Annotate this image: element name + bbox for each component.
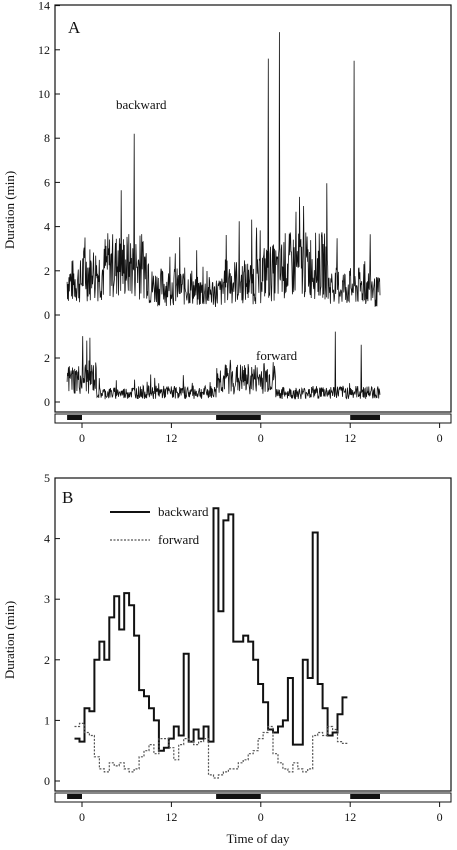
- panel-b-label: B: [62, 488, 73, 507]
- dark-phase-segment: [350, 415, 380, 420]
- xtick-label: 0: [79, 431, 85, 445]
- legend-label-forward: forward: [158, 532, 200, 547]
- xtick-label: 12: [165, 431, 177, 445]
- legend-b: backward forward: [110, 504, 209, 547]
- xtick-label: 0: [437, 810, 443, 824]
- panel-b-frame: [54, 477, 452, 792]
- y-axis-label-a: Duration (min): [2, 171, 17, 249]
- dark-phase-segment: [216, 415, 261, 420]
- a-ytick-label: 4: [44, 220, 50, 234]
- a-ytick-label: 8: [44, 131, 50, 145]
- dark-phase-segment: [67, 415, 82, 420]
- y-axis-label-b: Duration (min): [2, 601, 17, 679]
- a-ytick-label: 6: [44, 175, 50, 189]
- dark-phase-segment: [350, 794, 380, 799]
- light-dark-bar-b: [54, 792, 452, 803]
- a-backward-trace: [66, 32, 381, 308]
- series-forward-a: [66, 331, 381, 400]
- x-axis-label-b: Time of day: [226, 831, 290, 846]
- xtick-label: 0: [258, 810, 264, 824]
- b-ytick-label: 3: [44, 592, 50, 606]
- a-ytick-label: 0: [44, 308, 50, 322]
- b-ytick-label: 5: [44, 471, 50, 485]
- xtick-label: 0: [258, 431, 264, 445]
- xtick-label: 12: [344, 431, 356, 445]
- a-ytick-label: 2: [44, 351, 50, 365]
- b-ytick-label: 2: [44, 653, 50, 667]
- a-ytick-label: 10: [38, 87, 50, 101]
- dark-phase-segment: [67, 794, 82, 799]
- xtick-label: 12: [344, 810, 356, 824]
- dark-phase-segment: [216, 794, 261, 799]
- a-ytick-label: 2: [44, 264, 50, 278]
- panel-a-label: A: [68, 18, 81, 37]
- b-ytick-label: 0: [44, 774, 50, 788]
- b-ytick-label: 4: [44, 532, 50, 546]
- panel-a-frame: [54, 4, 452, 413]
- xtick-label: 12: [165, 810, 177, 824]
- xtick-label: 0: [79, 810, 85, 824]
- a-ytick-label: 12: [38, 43, 50, 57]
- xtick-label: 0: [437, 431, 443, 445]
- a-forward-trace: [66, 331, 381, 400]
- light-dark-bar-a: [54, 413, 452, 424]
- series-label-forward-a: forward: [256, 348, 298, 363]
- series-backward-a: [66, 32, 381, 308]
- series-backward-step: [74, 507, 348, 752]
- series-forward-step: [74, 722, 348, 779]
- a-ytick-label: 14: [38, 0, 50, 13]
- b-ytick-label: 1: [44, 713, 50, 727]
- a-ytick-label: 0: [44, 395, 50, 409]
- series-label-backward-a: backward: [116, 97, 167, 112]
- legend-label-backward: backward: [158, 504, 209, 519]
